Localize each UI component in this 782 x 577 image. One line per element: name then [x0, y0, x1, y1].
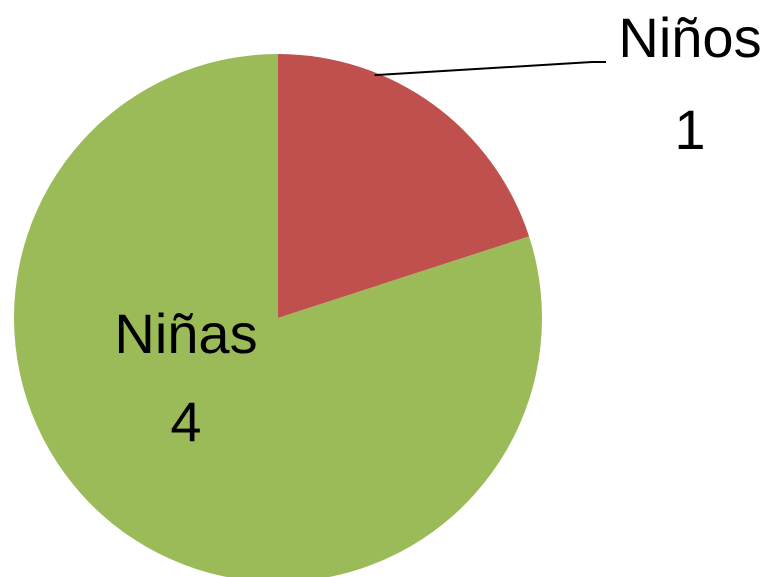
- pie-slice: [278, 54, 530, 318]
- slice-label: Niños: [618, 6, 761, 69]
- slice-value: 1: [674, 98, 705, 161]
- slice-value: 4: [170, 390, 201, 453]
- pie-slice: [14, 54, 542, 577]
- leader-line: [374, 61, 606, 77]
- slice-label: Niñas: [114, 302, 257, 365]
